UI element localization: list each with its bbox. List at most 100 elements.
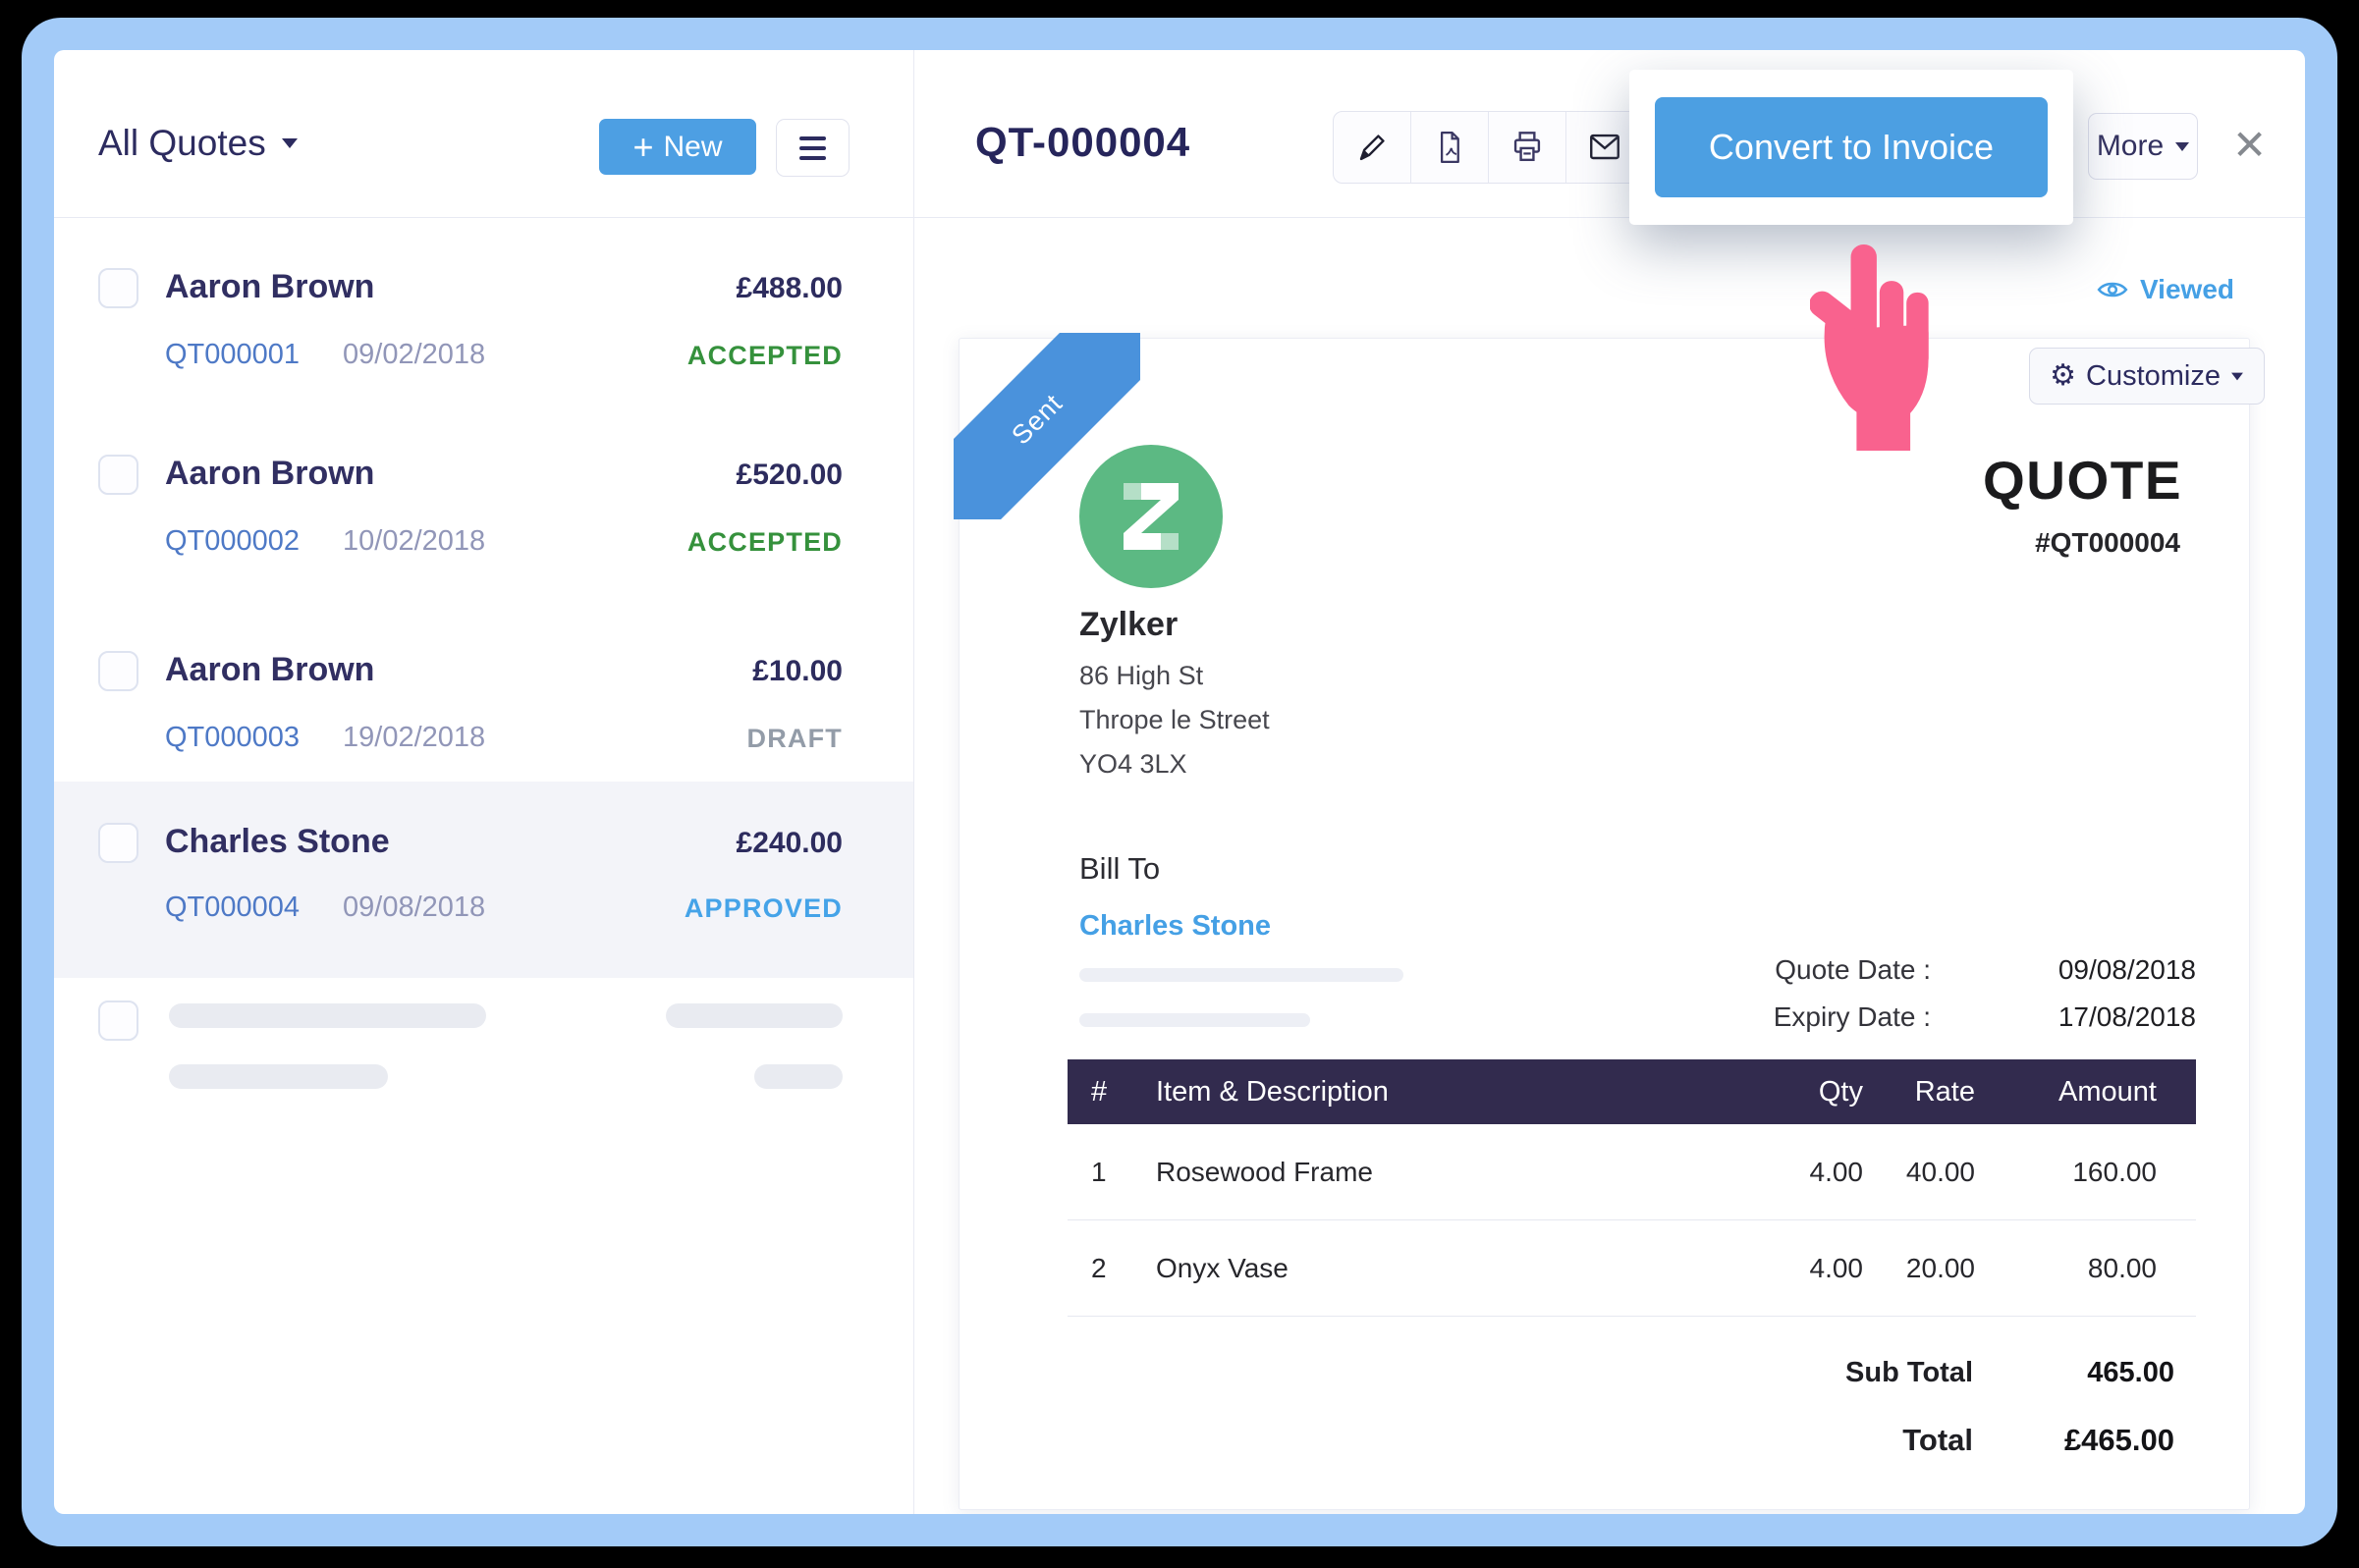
skeleton-bar <box>666 1003 843 1028</box>
cell-item: Rosewood Frame <box>1156 1156 1373 1187</box>
quote-date: 19/02/2018 <box>343 722 486 753</box>
quote-row-selected[interactable]: Charles Stone £240.00 QT000004 09/08/201… <box>54 782 913 978</box>
skeleton-bar <box>169 1003 486 1028</box>
header-divider <box>54 217 2305 218</box>
table-row: 2 Onyx Vase 4.00 20.00 80.00 <box>1068 1220 2196 1317</box>
row-checkbox[interactable] <box>98 823 138 863</box>
quote-amount: £488.00 <box>736 272 843 304</box>
quote-number: QT000004 <box>165 892 301 923</box>
expiry-date-value: 17/08/2018 <box>2057 1001 2196 1032</box>
window-content: All Quotes + New Aaron Brown £488.00 <box>54 50 2305 1514</box>
bill-to-label: Bill To <box>1079 851 1161 886</box>
customer-name: Aaron Brown <box>165 651 375 688</box>
list-title: All Quotes <box>98 123 266 163</box>
close-button[interactable]: ✕ <box>2232 125 2267 166</box>
col-index: # <box>1091 1075 1108 1108</box>
quote-number: QT000003 <box>165 722 301 753</box>
quote-toolbar <box>1333 111 1644 184</box>
items-table: # Item & Description Qty Rate Amount 1 R… <box>1068 1059 2196 1317</box>
viewed-label: Viewed <box>2140 274 2234 304</box>
envelope-icon <box>1590 134 1619 160</box>
customize-button[interactable]: ⚙ Customize <box>2029 348 2265 405</box>
status-badge: APPROVED <box>684 893 843 923</box>
customer-name: Aaron Brown <box>165 455 375 492</box>
row-checkbox[interactable] <box>98 651 138 691</box>
table-row: 1 Rosewood Frame 4.00 40.00 160.00 <box>1068 1124 2196 1220</box>
caret-down-icon <box>2231 372 2243 380</box>
more-label: More <box>2096 130 2165 162</box>
col-qty: Qty <box>1818 1075 1863 1108</box>
company-address-line: YO4 3LX <box>1079 749 1187 779</box>
skeleton-bar <box>754 1064 843 1089</box>
new-quote-button[interactable]: + New <box>599 119 756 175</box>
col-item: Item & Description <box>1156 1075 1389 1108</box>
convert-popup: Convert to Invoice <box>1629 70 2073 225</box>
cell-amount: 80.00 <box>2087 1252 2157 1283</box>
company-address-line: Thrope le Street <box>1079 705 1270 734</box>
quote-amount: £240.00 <box>736 827 843 859</box>
cell-rate: 40.00 <box>1905 1156 1975 1187</box>
quote-date-label: Quote Date : <box>1775 954 1931 985</box>
col-rate: Rate <box>1914 1075 1975 1108</box>
status-badge: ACCEPTED <box>686 341 843 370</box>
quote-detail-title: QT-000004 <box>975 119 1191 165</box>
gear-icon: ⚙ <box>2050 359 2076 392</box>
company-name: Zylker <box>1079 606 1179 643</box>
row-checkbox[interactable] <box>98 455 138 495</box>
subtotal-row: Sub Total 465.00 <box>1728 1357 2174 1389</box>
panel-divider <box>913 50 914 1514</box>
close-icon: ✕ <box>2232 122 2268 168</box>
skeleton-bar <box>1079 1013 1310 1027</box>
cell-index: 2 <box>1091 1252 1107 1283</box>
skeleton-bar <box>1079 968 1403 982</box>
company-logo <box>1079 445 1223 588</box>
quote-row[interactable]: Aaron Brown £488.00 QT000001 09/02/2018 … <box>54 256 913 448</box>
pdf-file-icon <box>1440 131 1459 164</box>
convert-button-label: Convert to Invoice <box>1708 127 1995 167</box>
row-checkbox[interactable] <box>98 268 138 308</box>
quote-row[interactable]: Aaron Brown £520.00 QT000002 10/02/2018 … <box>54 443 913 634</box>
pdf-button[interactable] <box>1411 112 1489 183</box>
subtotal-value: 465.00 <box>2087 1357 2174 1388</box>
zylker-z-icon <box>1124 483 1179 550</box>
subtotal-label: Sub Total <box>1845 1357 1973 1388</box>
quote-document: Sent ⚙ Customize <box>954 333 2265 1510</box>
quote-date: 09/02/2018 <box>343 339 486 370</box>
email-button[interactable] <box>1566 112 1643 183</box>
bill-to-customer-link[interactable]: Charles Stone <box>1079 910 1271 942</box>
quote-number: QT000001 <box>165 339 301 370</box>
company-address-line: 86 High St <box>1079 661 1204 690</box>
more-button[interactable]: More <box>2088 113 2198 180</box>
cell-item: Onyx Vase <box>1156 1252 1289 1283</box>
print-button[interactable] <box>1489 112 1566 183</box>
caret-down-icon <box>2175 141 2190 151</box>
convert-to-invoice-button[interactable]: Convert to Invoice <box>1655 97 2048 197</box>
customize-label: Customize <box>2086 359 2221 392</box>
window-frame: All Quotes + New Aaron Brown £488.00 <box>22 18 2337 1546</box>
sent-ribbon: Sent <box>954 333 1140 519</box>
customer-name: Aaron Brown <box>165 268 375 305</box>
cell-qty: 4.00 <box>1809 1156 1864 1187</box>
all-quotes-dropdown[interactable]: All Quotes <box>98 123 298 164</box>
list-menu-button[interactable] <box>776 119 850 177</box>
edit-button[interactable] <box>1334 112 1411 183</box>
document-number: #QT000004 <box>2035 527 2180 558</box>
col-amount: Amount <box>2058 1075 2157 1108</box>
new-button-label: New <box>663 130 723 163</box>
caret-down-icon <box>281 138 298 148</box>
quote-row[interactable]: Aaron Brown £10.00 QT000003 19/02/2018 D… <box>54 639 913 831</box>
row-checkbox[interactable] <box>98 1000 138 1041</box>
quote-date-value: 09/08/2018 <box>2057 954 2196 985</box>
customer-name: Charles Stone <box>165 823 390 860</box>
viewed-status[interactable]: Viewed <box>2097 274 2234 305</box>
status-badge: DRAFT <box>746 724 843 753</box>
printer-icon <box>1513 132 1541 162</box>
pencil-icon <box>1359 135 1385 161</box>
ribbon-label: Sent <box>1005 387 1069 451</box>
loading-quote-row <box>54 988 913 1145</box>
quote-number: QT000002 <box>165 525 301 557</box>
hand-cursor <box>1809 244 1936 451</box>
cell-index: 1 <box>1091 1156 1107 1187</box>
cell-qty: 4.00 <box>1809 1252 1864 1283</box>
